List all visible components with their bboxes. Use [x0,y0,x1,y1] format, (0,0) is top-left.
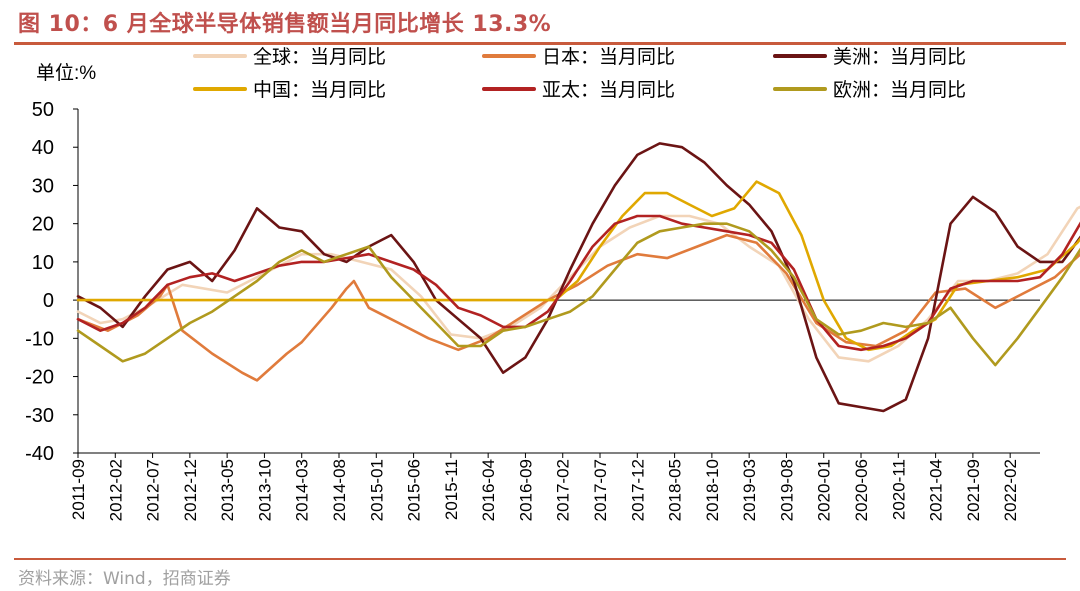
source-divider [14,558,1066,560]
x-tick-label: 2012-02 [106,459,125,521]
x-tick-label: 2013-05 [218,459,237,521]
x-tick-label: 2014-03 [293,459,312,521]
chart-title: 图 10：6 月全球半导体销售额当月同比增长 13.3% [18,12,552,37]
y-tick-label: 30 [32,175,54,197]
x-tick-label: 2011-09 [69,459,88,520]
y-tick-label: -10 [25,328,54,350]
legend-label-2: 美洲：当月同比 [833,46,966,68]
series-line-1 [76,233,1080,382]
x-tick-label: 2014-08 [330,459,349,521]
series-line-3 [76,180,1080,352]
x-tick-label: 2012-12 [181,459,200,521]
x-tick-label: 2012-07 [144,459,163,521]
x-tick-label: 2019-03 [740,459,759,521]
y-tick-label: 40 [32,137,54,159]
x-tick-label: 2018-10 [703,459,722,521]
y-tick-label: -30 [25,405,54,427]
x-tick-label: 2013-10 [255,459,274,521]
x-tick-label: 2015-11 [442,459,461,520]
x-tick-label: 2017-07 [591,459,610,521]
x-tick-label: 2022-02 [1001,459,1020,521]
legend-label-3: 中国：当月同比 [253,79,386,101]
y-tick-label: -20 [25,367,54,389]
y-tick-label: 10 [32,252,54,274]
legend-label-5: 欧洲：当月同比 [833,79,966,101]
x-tick-label: 2019-08 [777,459,796,521]
legend-label-4: 亚太：当月同比 [542,79,675,101]
x-tick-label: 2020-06 [852,459,871,521]
x-tick-label: 2016-09 [516,459,535,521]
series-line-4 [76,214,1080,352]
title-divider [14,42,1066,45]
legend-label-0: 全球：当月同比 [253,46,386,68]
axes: -40 -30 -20 -10 0 10 20 30 40 50 2011-09 2012-02 201… [25,62,1040,521]
y-tick-label: 50 [32,99,54,121]
y-tick-label: 0 [43,290,54,312]
x-tick-label: 2020-11 [889,459,908,520]
series-line-5 [76,222,1080,367]
y-tick-label: -40 [25,443,54,465]
x-tick-label: 2020-01 [815,459,834,521]
series-layer [76,142,1080,413]
source-note: 资料来源：Wind，招商证券 [18,569,231,589]
x-tick-label: 2016-04 [479,459,498,521]
x-tick-label: 2017-02 [554,459,573,521]
series-line-0 [76,205,1080,363]
x-tick-label: 2017-12 [628,459,647,521]
x-tick-label: 2018-05 [666,459,685,521]
x-tick-label: 2015-01 [367,459,386,521]
legend-label-1: 日本：当月同比 [542,46,675,68]
x-tick-label: 2021-09 [964,459,983,521]
y-tick-label: 20 [32,214,54,236]
series-line-2 [76,142,1080,413]
x-tick-label: 2015-06 [405,459,424,521]
y-axis-label: 单位:% [36,62,96,84]
x-tick-label: 2021-04 [927,459,946,521]
